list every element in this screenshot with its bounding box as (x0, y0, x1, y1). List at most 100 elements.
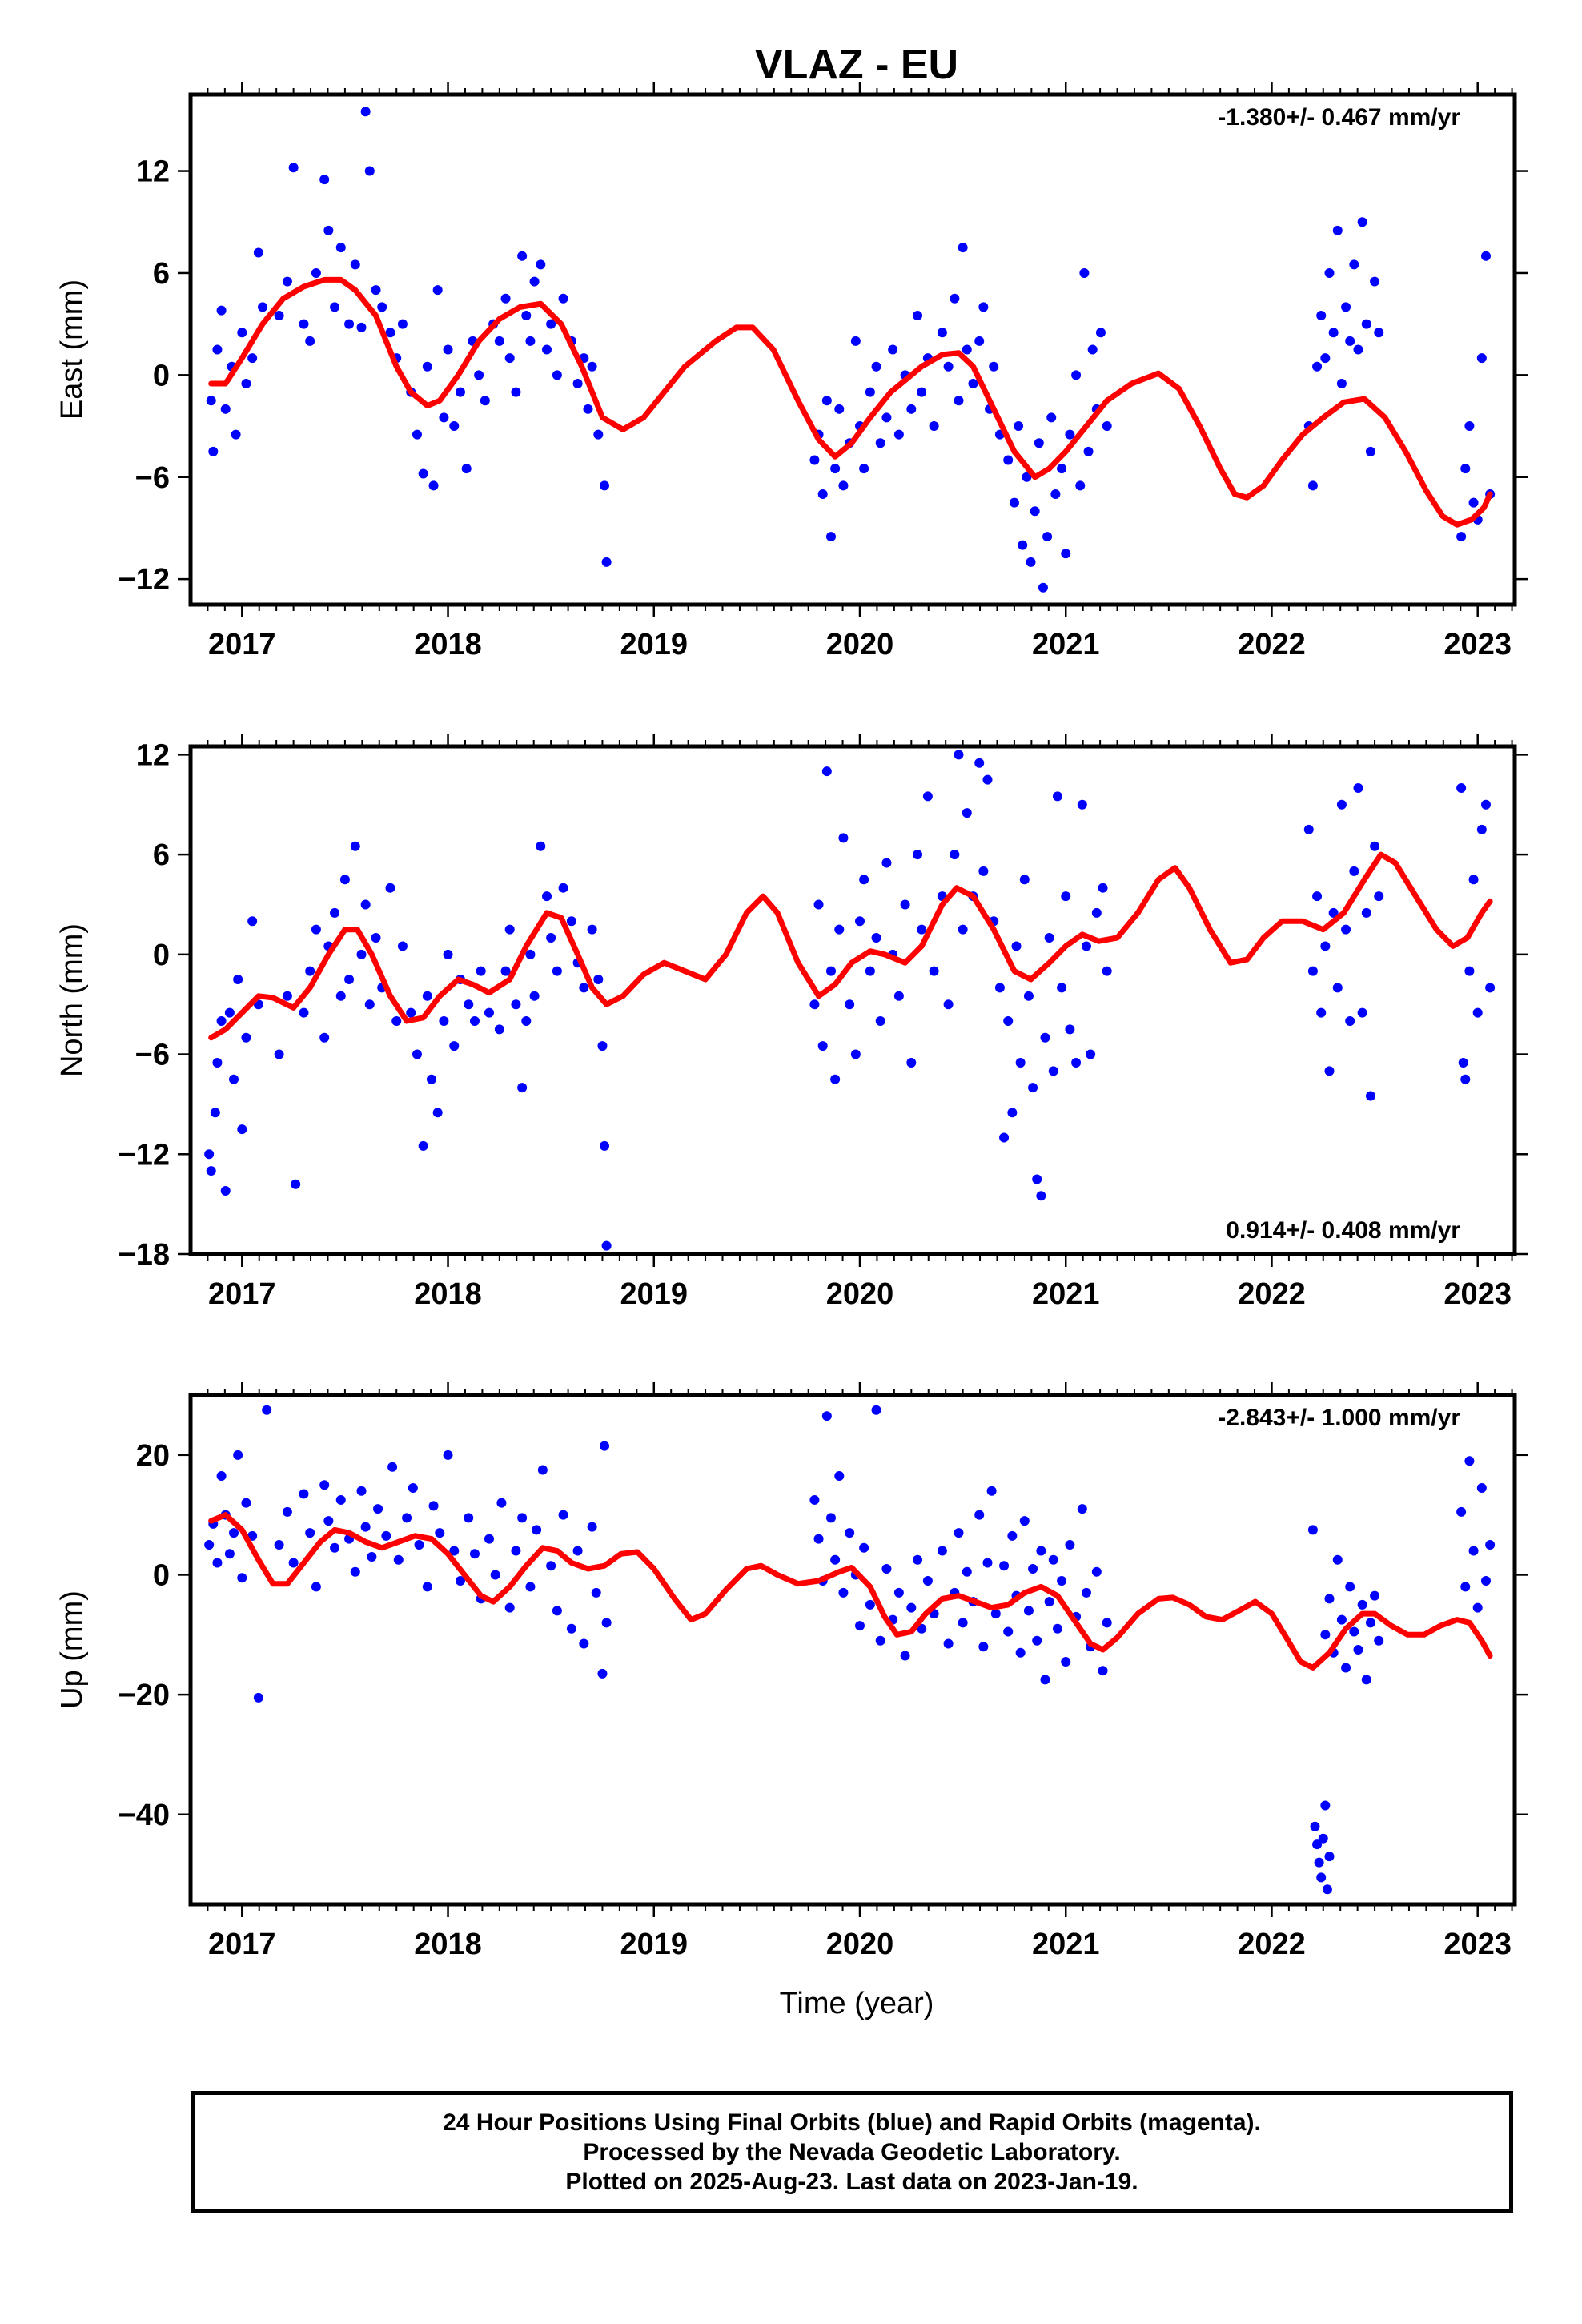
data-point (418, 468, 428, 479)
data-point (319, 1480, 330, 1490)
data-point (875, 438, 885, 448)
data-point (356, 949, 367, 959)
y-tick-label: 12 (136, 738, 170, 772)
data-point (893, 429, 904, 440)
data-point (1357, 217, 1367, 227)
data-point (496, 1498, 507, 1508)
data-point (1098, 883, 1108, 893)
footer-line-2: Processed by the Nevada Geodetic Laborat… (583, 2138, 1121, 2165)
data-point (888, 344, 898, 355)
data-point (954, 1528, 964, 1538)
data-point (566, 916, 576, 927)
data-point (809, 455, 820, 465)
data-point (422, 991, 432, 1001)
data-point (356, 1486, 367, 1496)
data-point (299, 1007, 309, 1018)
x-tick-label: 2022 (1238, 628, 1306, 661)
data-point (958, 924, 968, 935)
data-point (1332, 225, 1343, 235)
data-point (583, 404, 593, 414)
data-point (291, 1179, 301, 1189)
x-tick-label: 2017 (208, 628, 276, 661)
data-point (1015, 1647, 1026, 1658)
data-point (1044, 1597, 1054, 1607)
data-point (600, 1140, 610, 1151)
x-tick-label: 2018 (414, 1928, 482, 1961)
data-point (1460, 1582, 1471, 1592)
data-point (1048, 1066, 1058, 1076)
data-point (387, 1462, 398, 1472)
data-point (494, 1024, 504, 1035)
data-point (917, 387, 927, 397)
data-point (1077, 1504, 1087, 1514)
data-point (204, 1540, 215, 1550)
data-point (871, 933, 881, 943)
data-point (233, 975, 243, 985)
data-point (1015, 1057, 1026, 1068)
data-point (1476, 353, 1487, 364)
data-point (994, 983, 1005, 993)
data-point (601, 1618, 612, 1628)
data-point (494, 336, 504, 346)
data-point (1036, 1191, 1046, 1201)
data-point (950, 850, 960, 860)
data-point (504, 1602, 515, 1613)
data-point (350, 841, 360, 851)
data-point (572, 378, 583, 388)
data-point (1316, 1007, 1327, 1018)
x-tick-label: 2017 (208, 1277, 276, 1311)
data-point (1083, 446, 1094, 456)
y-tick-label: −18 (118, 1238, 170, 1272)
data-point (397, 941, 408, 951)
data-point (391, 1015, 402, 1026)
data-point (262, 1405, 272, 1415)
data-point (552, 966, 562, 976)
data-point (813, 899, 824, 910)
x-tick-label: 2021 (1032, 628, 1100, 661)
data-point (1464, 421, 1475, 432)
data-point (1102, 966, 1112, 976)
data-point (962, 808, 972, 818)
data-point (344, 975, 355, 985)
data-point (323, 1516, 334, 1526)
panel-frame (188, 744, 1517, 1256)
data-point (542, 891, 552, 902)
data-point (1324, 1594, 1335, 1604)
data-point (220, 404, 231, 414)
x-tick-label: 2022 (1238, 1928, 1306, 1961)
x-axis-label: Time (year) (780, 1987, 934, 2020)
data-point (1061, 891, 1071, 902)
data-point (412, 429, 422, 440)
data-point (850, 336, 861, 346)
data-point (229, 1528, 239, 1538)
data-point (943, 999, 954, 1010)
data-point (1007, 1108, 1018, 1118)
data-point (1310, 1821, 1320, 1831)
panel-up: 2017 2018 2019 2020 2021 2022 2023 −40 −20 0 20 Up … (55, 1382, 1528, 1961)
data-point (500, 293, 511, 304)
data-point (1007, 1530, 1018, 1541)
data-point (865, 966, 875, 976)
data-point (1345, 336, 1355, 346)
data-point (855, 1621, 865, 1631)
data-point (1307, 1525, 1318, 1535)
data-point (237, 1573, 247, 1583)
y-axis-label: North (mm) (55, 923, 89, 1077)
data-point (335, 1494, 346, 1505)
data-point (1079, 267, 1090, 278)
data-point (1332, 983, 1343, 993)
data-point (241, 378, 251, 388)
data-point (537, 1465, 548, 1475)
data-point (418, 1140, 428, 1151)
data-point (521, 1015, 532, 1026)
data-point (305, 966, 315, 976)
data-point (1374, 328, 1384, 338)
data-point (216, 1015, 227, 1026)
data-point (1307, 966, 1318, 976)
data-point (1065, 429, 1075, 440)
data-point (216, 1471, 227, 1482)
data-point (449, 421, 460, 432)
data-point (274, 311, 284, 321)
data-point (859, 875, 869, 885)
panel-data (204, 1405, 1496, 1895)
